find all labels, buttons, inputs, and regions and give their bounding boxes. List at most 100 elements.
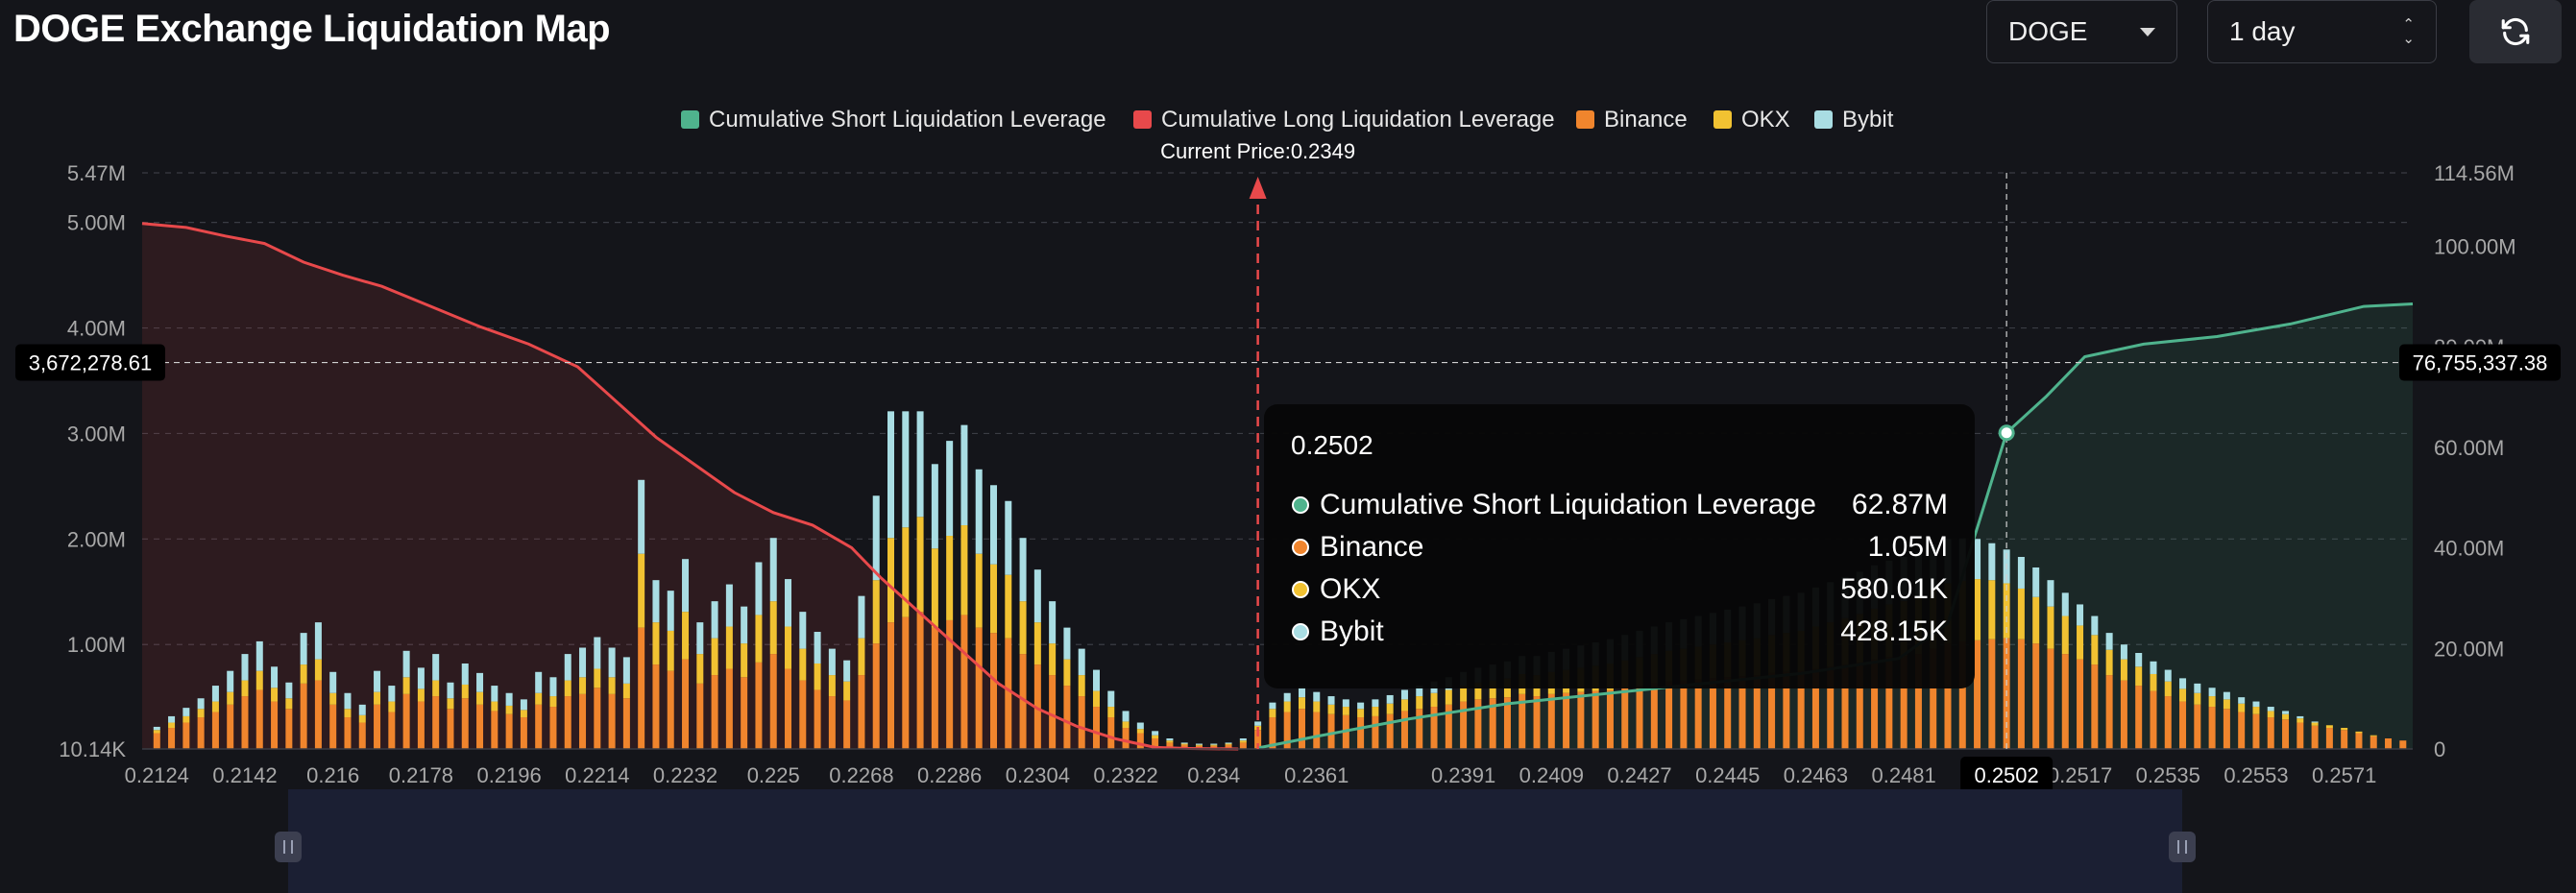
current-price-label: Current Price:0.2349 <box>1160 139 1355 163</box>
bar-bybit <box>476 672 484 692</box>
bar-binance <box>505 713 513 749</box>
range-select[interactable]: 1 day ⌃ ⌄ <box>2207 0 2437 63</box>
x-tick-label: 0.2286 <box>917 763 982 787</box>
bar-binance <box>2120 680 2127 749</box>
bar-binance <box>1372 715 1379 749</box>
x-tick-label: 0.2361 <box>1284 763 1349 787</box>
bar-bybit <box>769 538 777 602</box>
bar-bybit <box>1357 702 1365 710</box>
chart-legend[interactable]: Cumulative Short Liquidation Leverage Cum… <box>681 107 1894 133</box>
legend-label: Cumulative Long Liquidation Leverage <box>1161 107 1555 133</box>
y-right-tick-label: 20.00M <box>2434 637 2504 661</box>
legend-swatch <box>1814 110 1833 129</box>
bar-okx <box>1283 701 1291 712</box>
x-tick-label: 0.2268 <box>829 763 893 787</box>
bar-okx <box>931 548 938 628</box>
bar-okx <box>2120 659 2127 681</box>
x-tick-label: 0.2124 <box>125 763 189 787</box>
bar-bybit <box>2194 683 2201 693</box>
bar-binance <box>2091 664 2099 749</box>
legend-swatch <box>1713 110 1732 129</box>
tooltip-row-name: Cumulative Short Liquidation Leverage <box>1320 489 1816 520</box>
bar-bybit <box>916 411 924 518</box>
bar-okx <box>2325 725 2333 729</box>
bar-okx <box>1005 574 1012 639</box>
bar-bybit <box>814 632 821 664</box>
bar-okx <box>1342 707 1349 715</box>
long-cumulative-line <box>141 222 1239 751</box>
bar-binance <box>1783 671 1790 749</box>
bar-binance <box>1078 696 1085 749</box>
bar-binance <box>211 712 219 749</box>
pause-grip-icon[interactable] <box>2169 832 2196 862</box>
bar-okx <box>1298 697 1305 710</box>
bar-bybit <box>2135 652 2143 667</box>
bar-binance <box>667 670 674 749</box>
bar-binance <box>1283 712 1291 749</box>
bar-binance <box>946 619 954 749</box>
bar-binance <box>329 704 337 749</box>
current-price-arrow <box>1249 177 1267 199</box>
bar-okx <box>241 680 249 697</box>
bar-binance <box>1503 697 1511 749</box>
coin-select[interactable]: DOGE <box>1986 0 2177 63</box>
x-tick-label: 0.216 <box>306 763 359 787</box>
bar-okx <box>2267 711 2274 718</box>
bar-binance <box>241 696 249 749</box>
bar-okx <box>755 615 763 663</box>
bar-binance <box>1430 707 1438 749</box>
bar-bybit <box>1166 738 1174 741</box>
bar-bybit <box>594 637 601 669</box>
bar-binance <box>741 677 748 749</box>
bar-binance <box>1547 693 1555 749</box>
bar-bybit <box>1122 711 1130 722</box>
bar-binance <box>2355 733 2363 749</box>
bar-okx <box>520 710 527 718</box>
refresh-button[interactable] <box>2469 0 2562 63</box>
bar-binance <box>2150 690 2157 749</box>
bar-bybit <box>1416 686 1423 697</box>
bar-okx <box>579 677 587 694</box>
tooltip-row-dot <box>1292 496 1309 514</box>
up-down-icon: ⌃ ⌄ <box>2402 15 2415 47</box>
bar-okx <box>447 698 454 710</box>
bar-bybit <box>1049 601 1057 644</box>
crosshair-left-badge <box>15 344 165 381</box>
bar-okx <box>608 677 616 694</box>
bar-binance <box>682 659 690 749</box>
bar-okx <box>1239 740 1247 743</box>
bar-bybit <box>725 584 733 627</box>
y-left-tick-label: 10.14K <box>59 737 126 761</box>
bar-okx <box>960 525 968 615</box>
bar-bybit <box>491 686 498 702</box>
bar-okx <box>887 538 895 623</box>
bar-bybit <box>667 591 674 631</box>
bar-binance <box>1166 742 1174 749</box>
bar-okx <box>2091 635 2099 665</box>
bar-okx <box>2032 596 2040 644</box>
range-slider[interactable] <box>275 789 2196 893</box>
bar-okx <box>2208 696 2216 708</box>
bar-binance <box>1225 744 1232 749</box>
bar-binance <box>843 700 851 749</box>
bar-bybit <box>1372 699 1379 708</box>
bar-binance <box>1768 672 1776 749</box>
bar-okx <box>182 715 190 723</box>
bar-binance <box>1269 717 1276 749</box>
bar-bybit <box>1078 648 1085 676</box>
bar-binance <box>447 709 454 749</box>
pause-grip-icon[interactable] <box>275 832 302 862</box>
bar-bybit <box>1225 742 1232 744</box>
bar-binance <box>2399 740 2407 749</box>
bar-binance <box>960 615 968 749</box>
x-tick-label: 0.2517 <box>2048 763 2112 787</box>
bar-binance <box>1563 692 1570 749</box>
bar-okx <box>2150 673 2157 691</box>
bar-binance <box>564 696 571 749</box>
bar-okx <box>652 622 660 665</box>
bar-bybit <box>799 612 807 649</box>
bar-bybit <box>2077 604 2084 626</box>
bar-binance <box>1827 666 1835 749</box>
bar-binance <box>2223 709 2230 749</box>
